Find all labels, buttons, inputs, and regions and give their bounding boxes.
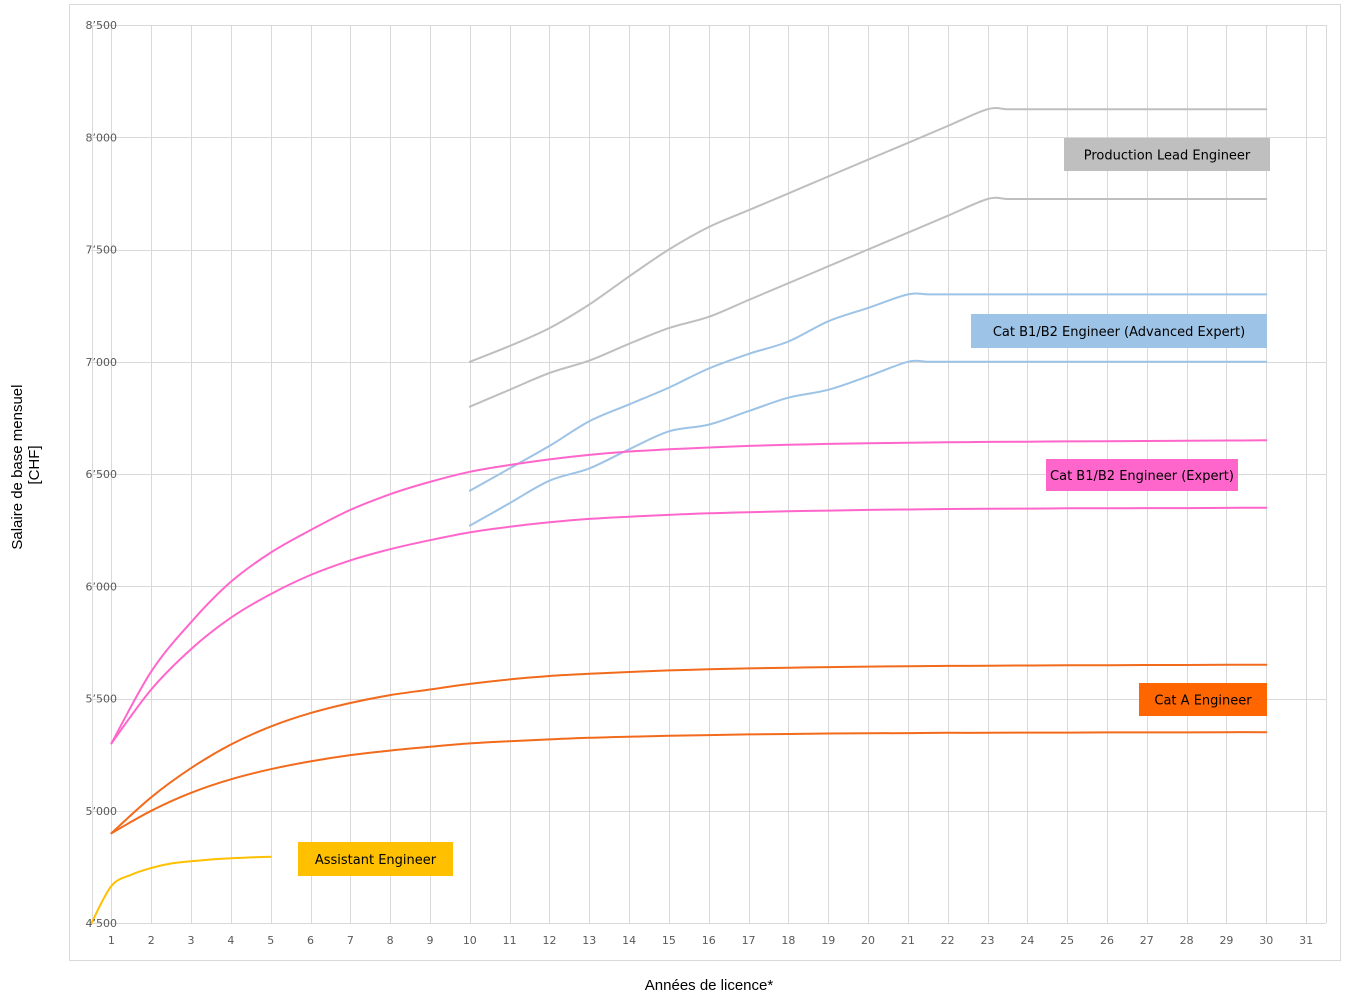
x-tick-label: 19 [821,934,835,947]
series-line [468,106,1268,363]
series-label: Production Lead Engineer [1064,138,1270,171]
x-tick-label: 2 [148,934,155,947]
x-tick-label: 3 [188,934,195,947]
horizontal-gridlines [91,25,1326,924]
x-tick-label: 29 [1219,934,1233,947]
x-axis-title: Années de licence* [645,977,774,994]
x-tick-label: 25 [1060,934,1074,947]
x-tick-label: 22 [941,934,955,947]
y-tick-labels: 4’500 5’000 5’500 6’000 6’500 7’000 7’500 8’000… [86,19,118,930]
x-tick-label: 10 [463,934,477,947]
series-label-text: Assistant Engineer [315,853,437,868]
series-label: Cat A Engineer [1139,683,1267,716]
series-line [110,439,1268,745]
series-line [468,292,1268,492]
x-tick-label: 26 [1100,934,1114,947]
series-label: Cat B1/B2 Engineer (Advanced Expert) [971,314,1267,348]
series-label-box [971,314,1267,348]
x-tick-label: 7 [347,934,354,947]
series-labels: Production Lead Engineer Cat B1/B2 Engine… [298,138,1270,876]
x-tick-label: 28 [1180,934,1194,947]
y-tick-label: 5’000 [86,805,118,818]
x-tick-label: 13 [582,934,596,947]
x-tick-label: 21 [901,934,915,947]
x-tick-label: 18 [781,934,795,947]
series-label-text: Cat B1/B2 Engineer (Expert) [1050,469,1234,484]
series-line [468,359,1268,527]
series-line [90,855,272,924]
y-axis-title-line-2: [CHF] [26,445,43,484]
x-tick-label: 27 [1140,934,1154,947]
x-tick-label: 15 [662,934,676,947]
x-tick-label: 16 [702,934,716,947]
x-tick-label: 9 [426,934,433,947]
series-line [110,663,1268,835]
series-line [110,506,1268,745]
x-tick-label: 4 [227,934,234,947]
y-tick-label: 4’500 [86,917,118,930]
series-label-text: Cat A Engineer [1154,694,1252,709]
x-tick-label: 20 [861,934,875,947]
x-tick-label: 5 [267,934,274,947]
y-axis-title: Salaire de base mensuel [CHF] [9,380,43,549]
x-tick-label: 14 [622,934,636,947]
y-tick-label: 8’000 [86,131,118,144]
y-tick-label: 8’500 [86,19,118,32]
series-line [468,196,1268,408]
series-label-box [298,842,453,876]
x-tick-label: 17 [742,934,756,947]
x-tick-label: 24 [1020,934,1034,947]
series-label-box [1139,683,1267,716]
x-tick-label: 1 [108,934,115,947]
series-lines [90,106,1268,924]
x-tick-labels: 1 2 3 4 5 6 7 8 9 10 11 12 13 14 15 16 17 18 19 20 21 22 23 24 2… [108,934,1313,947]
series-label: Cat B1/B2 Engineer (Expert) [1046,459,1238,491]
series-label-text: Production Lead Engineer [1084,149,1251,164]
y-tick-label: 6’500 [86,468,118,481]
series-label: Assistant Engineer [298,842,453,876]
x-tick-label: 8 [387,934,394,947]
y-tick-label: 7’500 [86,244,118,257]
y-tick-label: 6’000 [86,580,118,593]
x-tick-label: 11 [503,934,517,947]
y-tick-label: 7’000 [86,356,118,369]
series-label-box [1064,138,1270,171]
x-tick-label: 30 [1259,934,1273,947]
series-line [110,731,1268,835]
series-label-box [1046,459,1238,491]
y-tick-label: 5’500 [86,693,118,706]
x-tick-label: 6 [307,934,314,947]
x-tick-label: 23 [981,934,995,947]
series-label-text: Cat B1/B2 Engineer (Advanced Expert) [993,325,1245,340]
x-tick-label: 31 [1299,934,1313,947]
x-tick-label: 12 [542,934,556,947]
y-axis-title-line-1: Salaire de base mensuel [9,385,26,550]
